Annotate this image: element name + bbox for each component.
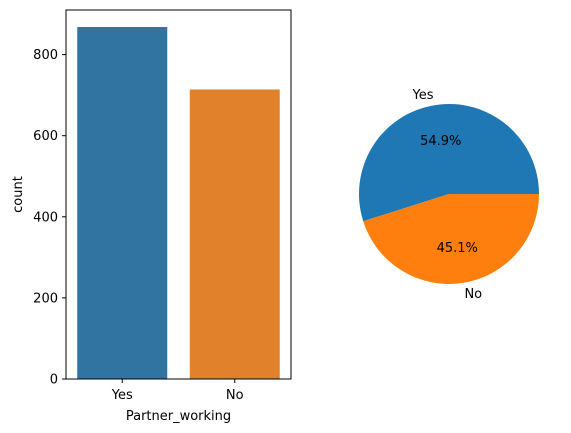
pie-label-no: No bbox=[464, 287, 482, 302]
y-tick-label: 200 bbox=[33, 291, 58, 306]
pie-label-yes: Yes bbox=[412, 88, 434, 103]
pie-slice-no bbox=[363, 194, 539, 285]
y-axis-ticks: 0 200 400 600 800 bbox=[33, 48, 66, 388]
x-tick-label: No bbox=[226, 388, 244, 403]
x-tick-label: Yes bbox=[111, 388, 133, 403]
pie-slices bbox=[359, 104, 539, 285]
pie-labels: Yes 54.9% No 45.1% bbox=[412, 88, 483, 302]
bars bbox=[77, 27, 280, 380]
pie-slice-yes bbox=[359, 104, 539, 222]
y-tick-label: 600 bbox=[33, 129, 58, 144]
pie-pct-no: 45.1% bbox=[437, 241, 478, 256]
x-axis-ticks: Yes No bbox=[111, 379, 244, 403]
plot-frame bbox=[65, 9, 292, 380]
bar-yes bbox=[77, 27, 168, 380]
pie-pct-yes: 54.9% bbox=[420, 134, 461, 149]
bar-chart: 0 200 400 600 800 Yes No Partner_working coun… bbox=[11, 9, 292, 424]
y-tick-label: 0 bbox=[50, 373, 58, 388]
y-tick-label: 400 bbox=[33, 210, 58, 225]
y-axis-title: count bbox=[11, 176, 26, 213]
pie-chart: Yes 54.9% No 45.1% bbox=[359, 88, 539, 302]
y-tick-label: 800 bbox=[33, 48, 58, 63]
x-axis-title: Partner_working bbox=[126, 409, 231, 424]
bar-no bbox=[189, 89, 280, 379]
